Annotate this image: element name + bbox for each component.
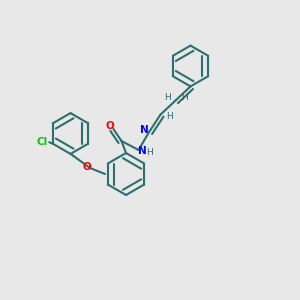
- Text: H: H: [166, 112, 173, 121]
- Text: O: O: [82, 161, 91, 172]
- Text: H: H: [165, 93, 171, 102]
- Text: H: H: [146, 148, 153, 157]
- Text: Cl: Cl: [37, 137, 48, 147]
- Text: N: N: [140, 125, 149, 136]
- Text: O: O: [105, 121, 114, 131]
- Text: H: H: [181, 93, 188, 102]
- Text: N: N: [138, 146, 147, 157]
